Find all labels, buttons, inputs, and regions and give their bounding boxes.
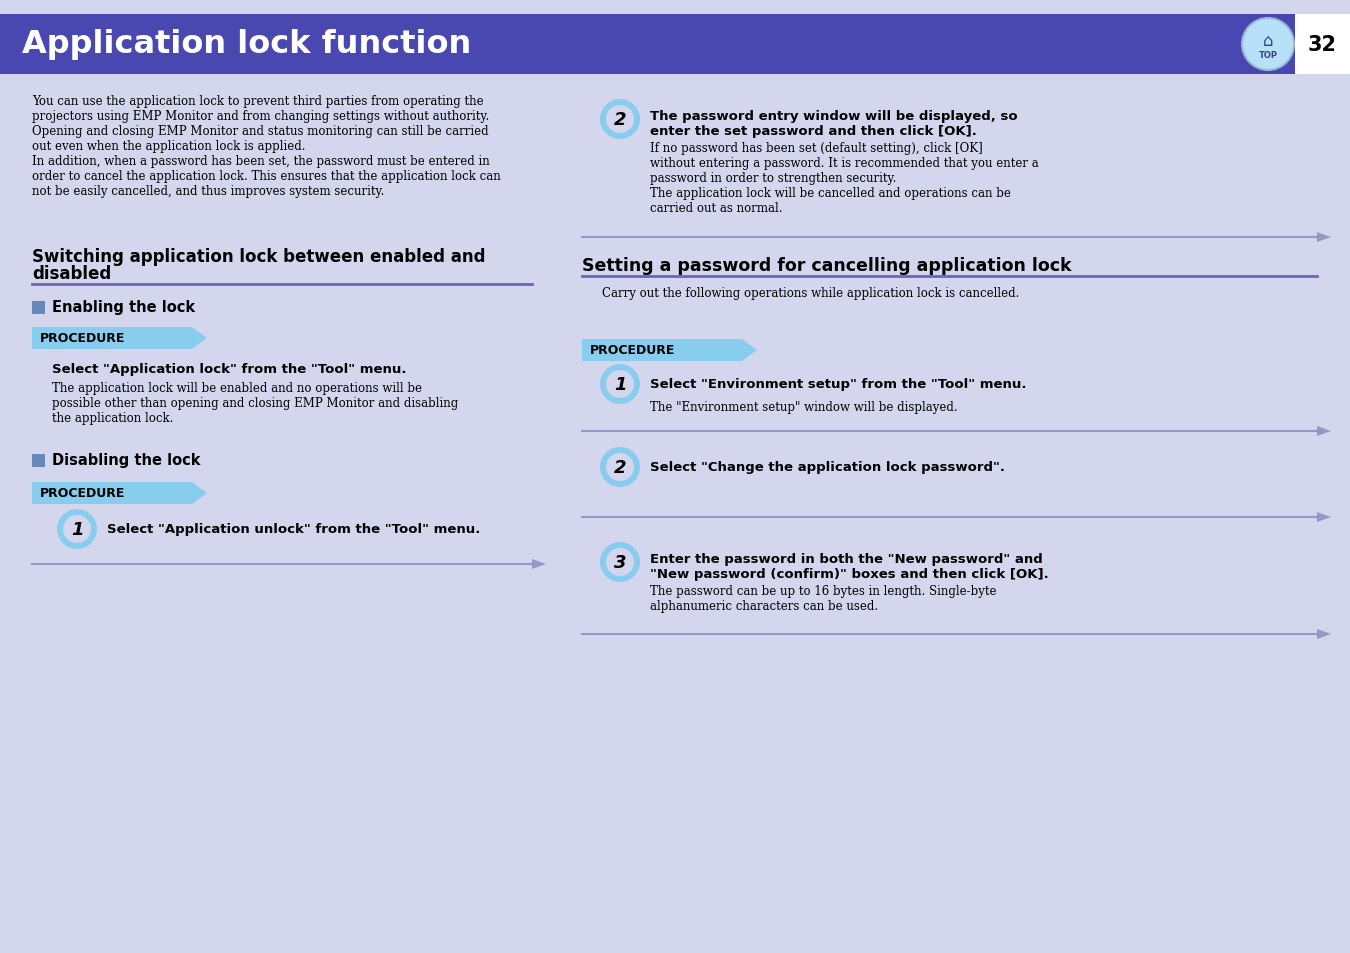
FancyBboxPatch shape [32,455,45,468]
Text: without entering a password. It is recommended that you enter a: without entering a password. It is recom… [649,157,1038,170]
Polygon shape [743,339,757,361]
Text: In addition, when a password has been set, the password must be entered in: In addition, when a password has been se… [32,154,490,168]
Text: PROCEDURE: PROCEDURE [590,344,675,357]
Text: If no password has been set (default setting), click [OK]: If no password has been set (default set… [649,142,983,154]
FancyBboxPatch shape [0,15,1350,75]
Circle shape [599,100,640,140]
Polygon shape [192,482,207,504]
Text: 32: 32 [1308,35,1336,55]
Text: The password entry window will be displayed, so: The password entry window will be displa… [649,110,1018,123]
Text: Carry out the following operations while application lock is cancelled.: Carry out the following operations while… [602,287,1019,299]
Circle shape [599,542,640,582]
Text: Select "Application lock" from the "Tool" menu.: Select "Application lock" from the "Tool… [53,363,406,375]
Text: disabled: disabled [32,265,111,283]
Circle shape [599,365,640,405]
Ellipse shape [1242,19,1295,71]
Text: possible other than opening and closing EMP Monitor and disabling: possible other than opening and closing … [53,396,458,410]
Text: Application lock function: Application lock function [22,30,471,60]
FancyBboxPatch shape [32,328,192,350]
Text: alphanumeric characters can be used.: alphanumeric characters can be used. [649,599,878,613]
Text: The password can be up to 16 bytes in length. Single-byte: The password can be up to 16 bytes in le… [649,584,996,598]
Text: Enter the password in both the "New password" and: Enter the password in both the "New pass… [649,553,1042,565]
Text: Setting a password for cancelling application lock: Setting a password for cancelling applic… [582,256,1072,274]
Text: carried out as normal.: carried out as normal. [649,202,783,214]
Circle shape [606,548,634,577]
Text: Select "Environment setup" from the "Tool" menu.: Select "Environment setup" from the "Too… [649,378,1026,391]
Text: The "Environment setup" window will be displayed.: The "Environment setup" window will be d… [649,400,957,414]
Text: Select "Change the application lock password".: Select "Change the application lock pass… [649,461,1004,474]
FancyBboxPatch shape [32,482,192,504]
Text: "New password (confirm)" boxes and then click [OK].: "New password (confirm)" boxes and then … [649,567,1049,580]
Text: Opening and closing EMP Monitor and status monitoring can still be carried: Opening and closing EMP Monitor and stat… [32,125,489,138]
Text: Enabling the lock: Enabling the lock [53,300,196,315]
FancyBboxPatch shape [32,302,45,314]
Circle shape [63,516,90,543]
Text: 2: 2 [614,458,626,476]
Polygon shape [532,559,545,569]
Polygon shape [1318,427,1331,436]
Circle shape [606,106,634,133]
FancyBboxPatch shape [1295,15,1350,75]
Text: order to cancel the application lock. This ensures that the application lock can: order to cancel the application lock. Th… [32,170,501,183]
Text: Select "Application unlock" from the "Tool" menu.: Select "Application unlock" from the "To… [107,523,481,536]
Circle shape [606,454,634,481]
Text: projectors using EMP Monitor and from changing settings without authority.: projectors using EMP Monitor and from ch… [32,110,489,123]
Text: Disabling the lock: Disabling the lock [53,453,201,468]
Text: ⌂: ⌂ [1262,32,1273,50]
Polygon shape [1318,629,1331,639]
Circle shape [599,448,640,488]
Text: out even when the application lock is applied.: out even when the application lock is ap… [32,140,305,152]
Text: PROCEDURE: PROCEDURE [40,487,126,500]
Polygon shape [192,328,207,350]
Polygon shape [1318,233,1331,243]
Text: Switching application lock between enabled and: Switching application lock between enabl… [32,248,486,266]
Polygon shape [1318,513,1331,522]
Text: The application lock will be enabled and no operations will be: The application lock will be enabled and… [53,381,423,395]
Text: the application lock.: the application lock. [53,412,173,424]
Text: The application lock will be cancelled and operations can be: The application lock will be cancelled a… [649,187,1011,200]
Text: You can use the application lock to prevent third parties from operating the: You can use the application lock to prev… [32,95,483,108]
Text: 1: 1 [70,520,84,538]
Text: not be easily cancelled, and thus improves system security.: not be easily cancelled, and thus improv… [32,185,385,198]
Text: enter the set password and then click [OK].: enter the set password and then click [O… [649,125,977,138]
Circle shape [57,510,97,550]
Circle shape [606,371,634,398]
Text: 1: 1 [614,375,626,394]
Text: password in order to strengthen security.: password in order to strengthen security… [649,172,896,185]
Text: PROCEDURE: PROCEDURE [40,333,126,345]
Text: TOP: TOP [1258,51,1277,60]
FancyBboxPatch shape [582,339,743,361]
Text: 3: 3 [614,554,626,572]
Text: 2: 2 [614,111,626,129]
